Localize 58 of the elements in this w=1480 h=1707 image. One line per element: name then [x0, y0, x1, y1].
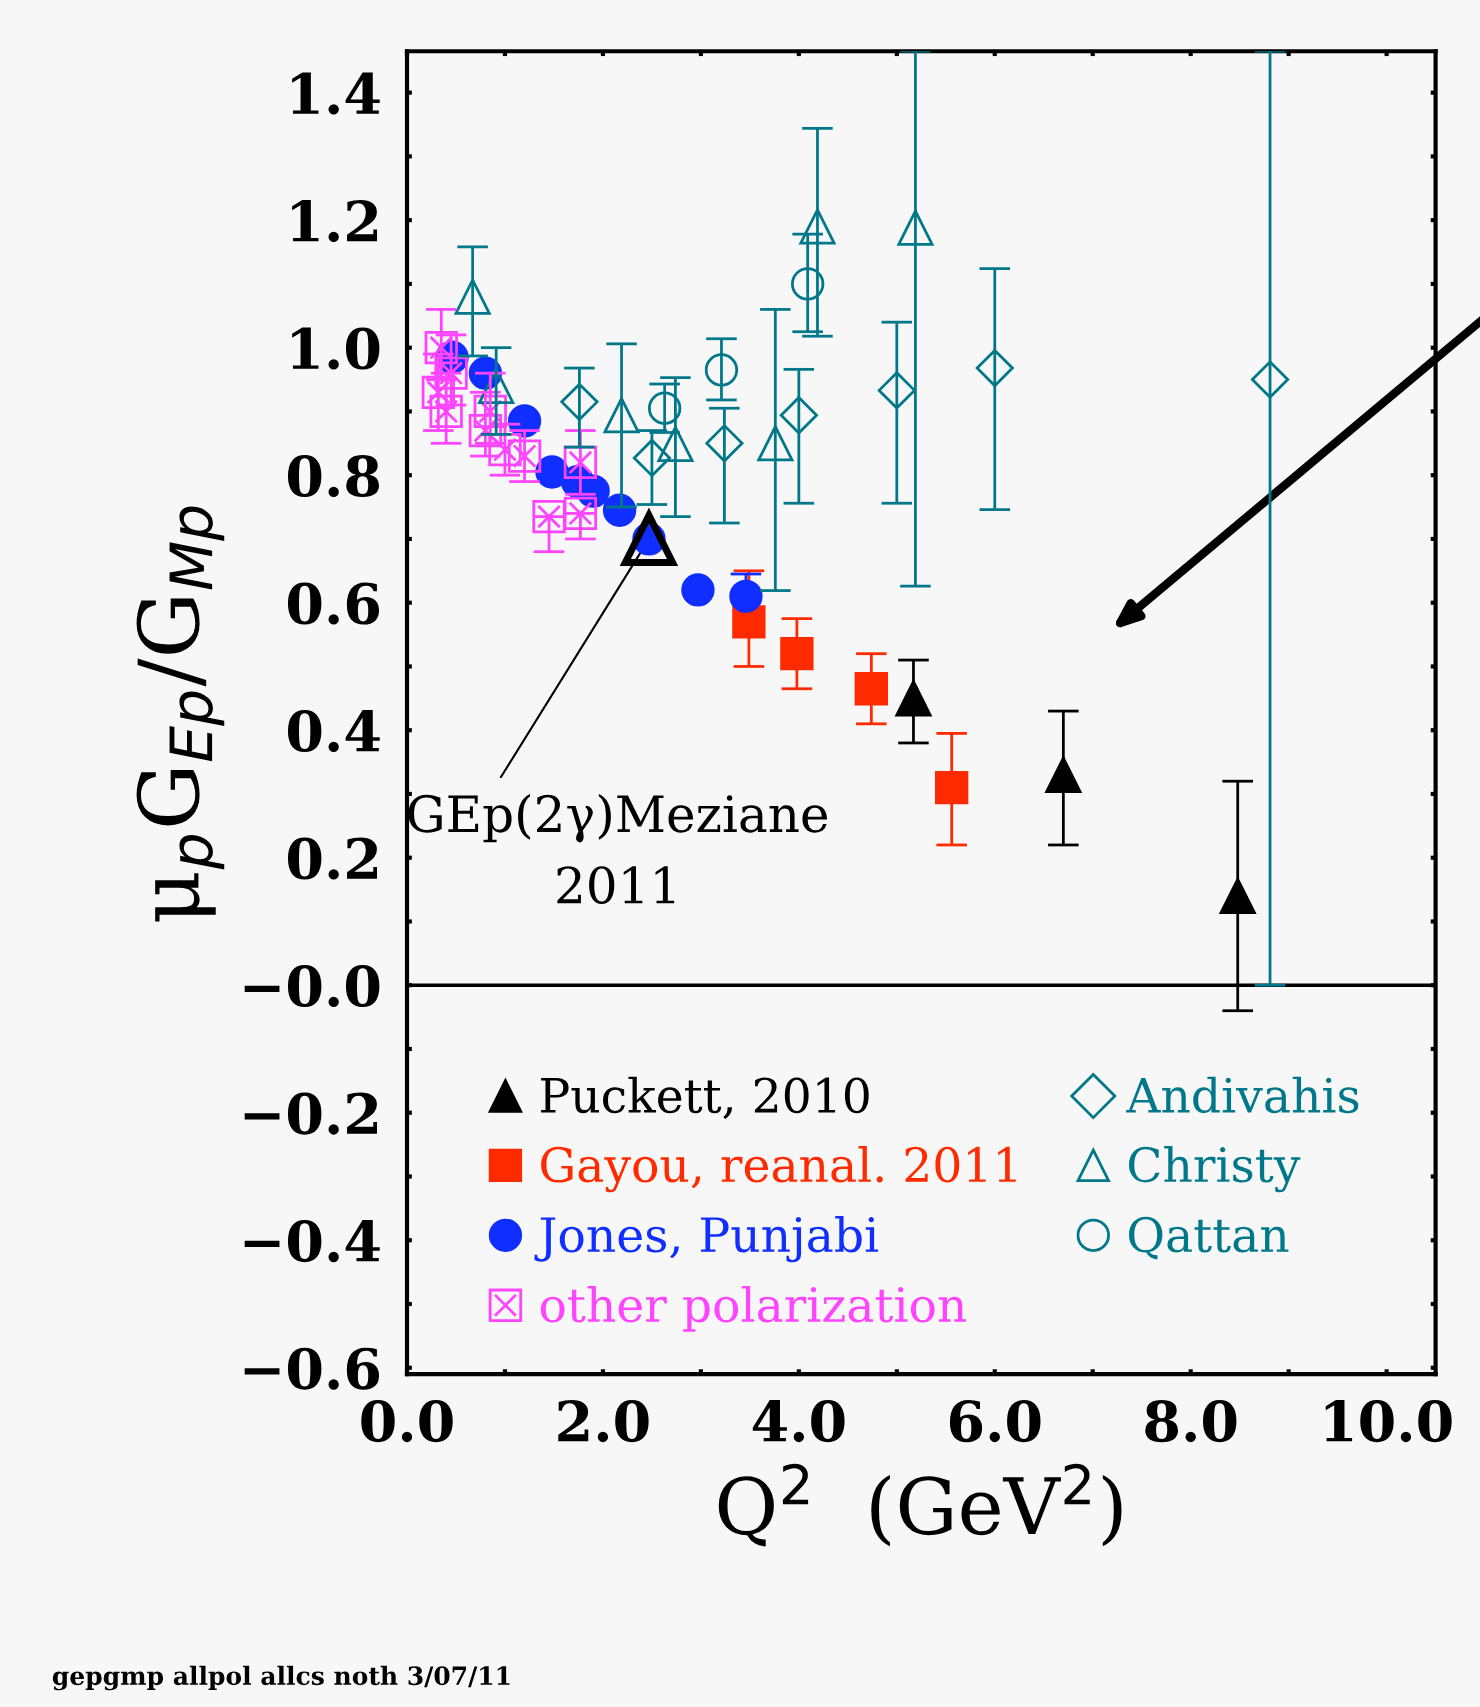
point: [1045, 756, 1082, 793]
legend-label: Jones, Punjabi: [534, 1215, 879, 1263]
legend-label: Christy: [1128, 1145, 1301, 1193]
point: [647, 391, 682, 425]
point: [935, 770, 969, 805]
y-tick-label: 1.0: [292, 327, 380, 370]
x-tick-label: 0.0: [361, 1400, 453, 1443]
annotation: GEp(2γ)Meziane 2011: [408, 793, 828, 904]
y-tick-label: −0.2: [244, 1092, 378, 1135]
point: [507, 439, 542, 473]
point: [632, 438, 671, 478]
point: [779, 396, 818, 435]
point: [895, 680, 932, 717]
x-axis-title: Q$^{2}$ (GeV$^{2}$): [718, 1463, 1122, 1547]
point: [791, 267, 825, 301]
point: [560, 382, 599, 421]
point: [1250, 360, 1290, 399]
y-axis-title: μ$_{p}$G$_{Ep}$/G$_{Mp}$: [136, 506, 225, 922]
legend-label: Andivahis: [1126, 1076, 1359, 1114]
point: [1219, 877, 1256, 915]
point: [854, 672, 889, 706]
x-tick-label: 8.0: [1145, 1400, 1237, 1443]
y-tick-label: 0.8: [287, 455, 380, 498]
y-tick-label: 0.6: [287, 582, 380, 625]
point: [705, 424, 744, 463]
x-tick-label: 10.0: [1325, 1400, 1452, 1443]
point: [429, 394, 463, 429]
x-tick-label: 2.0: [558, 1400, 649, 1443]
point: [454, 278, 491, 315]
y-tick-label: 0.2: [287, 837, 378, 880]
point: [421, 375, 456, 409]
point: [704, 353, 739, 387]
point: [897, 209, 934, 246]
text: gepgmp allpol allcs noth 3/07/11: [52, 1665, 510, 1691]
y-tick-label: −0.4: [244, 1220, 380, 1263]
y-tick-label: 1.4: [292, 72, 380, 115]
point: [975, 349, 1014, 388]
point: [603, 397, 640, 434]
point: [468, 413, 503, 448]
point: [681, 573, 715, 607]
x-tick-label: 4.0: [752, 1400, 845, 1443]
point: [424, 331, 458, 365]
legend-label: other polarization: [540, 1285, 967, 1332]
legend-label: Qattan: [1128, 1216, 1289, 1260]
point: [757, 425, 794, 462]
point: [877, 371, 916, 410]
y-tick-label: 1.2: [292, 200, 378, 243]
point: [434, 356, 468, 390]
legend-label: Puckett, 2010: [541, 1076, 869, 1119]
legend-label: Gayou, reanal. 2011: [541, 1145, 1016, 1193]
y-tick-label: −0.6: [244, 1347, 380, 1390]
point: [799, 208, 836, 245]
y-tick-label: 0.4: [287, 710, 380, 753]
point: [780, 637, 814, 671]
y-tick-label: −0.0: [244, 965, 380, 1008]
x-tick-label: 6.0: [949, 1400, 1041, 1443]
point: [729, 579, 763, 613]
point: [657, 425, 694, 462]
